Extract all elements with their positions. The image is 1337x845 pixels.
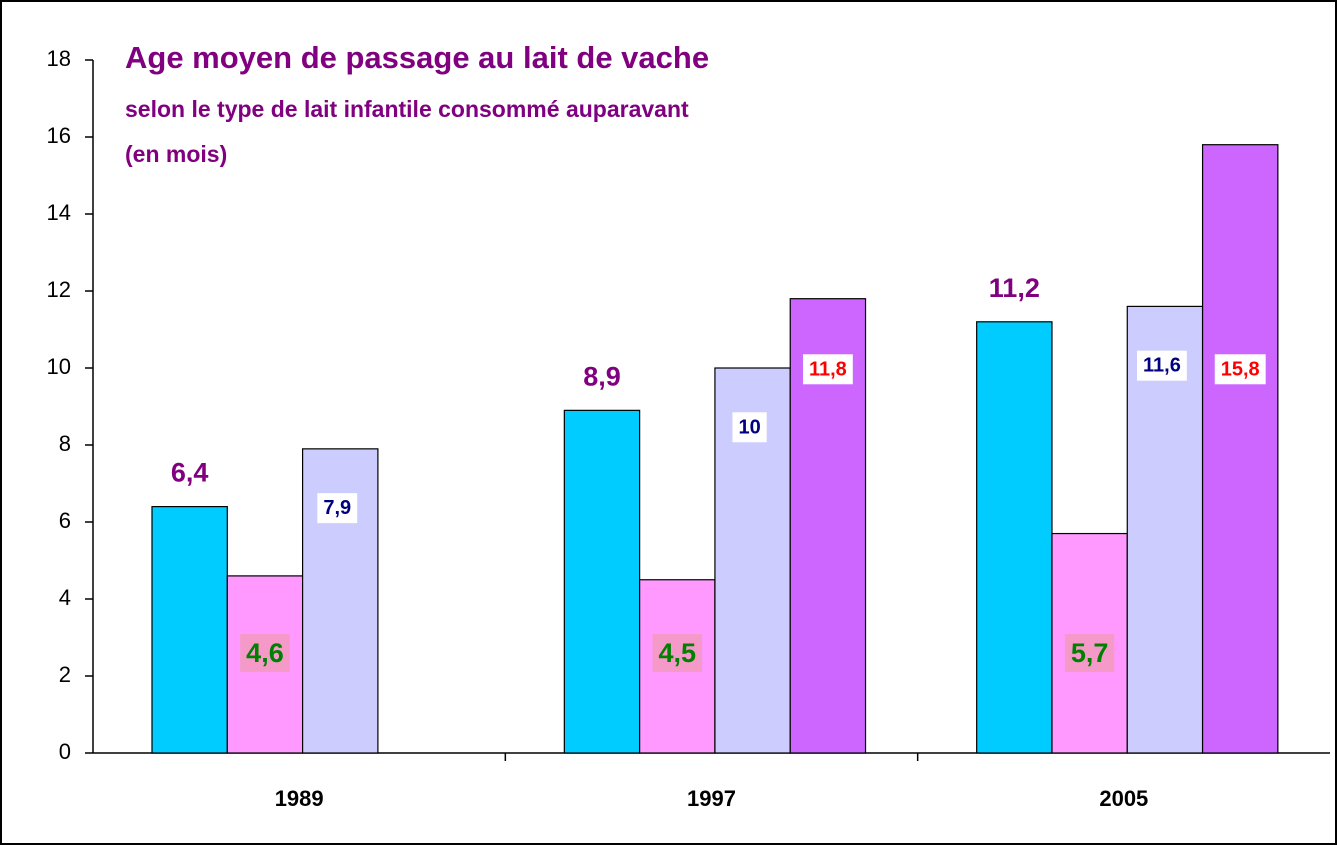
bar [1126, 305, 1204, 754]
value-label-bg [732, 412, 767, 443]
value-label: 11,8 [809, 358, 847, 380]
x-tick-label: 1989 [275, 786, 324, 811]
bar [976, 321, 1053, 754]
y-tick-label: 8 [59, 431, 71, 456]
value-label-bg [1137, 350, 1187, 381]
value-label: 8,9 [583, 361, 621, 391]
value-label-bg [317, 493, 358, 524]
value-label: 11,6 [1143, 355, 1181, 377]
y-tick-label: 0 [59, 739, 71, 764]
bar [151, 506, 228, 754]
value-label-bg [1064, 634, 1115, 673]
y-tick-label: 12 [47, 277, 71, 302]
value-label: 15,8 [1221, 358, 1260, 380]
y-tick-label: 4 [59, 585, 71, 610]
y-tick-label: 18 [47, 46, 71, 71]
y-tick-label: 16 [47, 123, 71, 148]
value-label: 4,6 [246, 638, 284, 668]
x-tick-label: 2005 [1099, 786, 1148, 811]
y-tick-label: 2 [59, 662, 71, 687]
value-label-bg [802, 354, 853, 385]
chart-subtitle: selon le type de lait infantile consommé… [125, 96, 689, 122]
value-label: 10 [738, 416, 760, 438]
value-label-bg [240, 634, 290, 673]
value-label-bg [1214, 354, 1266, 385]
x-tick-label: 1997 [687, 786, 736, 811]
bar [563, 409, 641, 754]
value-label: 5,7 [1071, 638, 1109, 668]
value-label: 7,9 [323, 497, 351, 519]
bar [1201, 144, 1279, 754]
y-tick-label: 10 [47, 354, 71, 379]
value-label: 4,5 [659, 638, 697, 668]
y-tick-label: 6 [59, 508, 71, 533]
value-label-bg [652, 634, 703, 673]
y-tick-label: 14 [47, 200, 71, 225]
value-label: 11,2 [989, 273, 1040, 303]
value-label: 6,4 [171, 458, 209, 488]
unit-note: (en mois) [125, 141, 227, 167]
chart-title: Age moyen de passage au lait de vache [125, 40, 709, 75]
